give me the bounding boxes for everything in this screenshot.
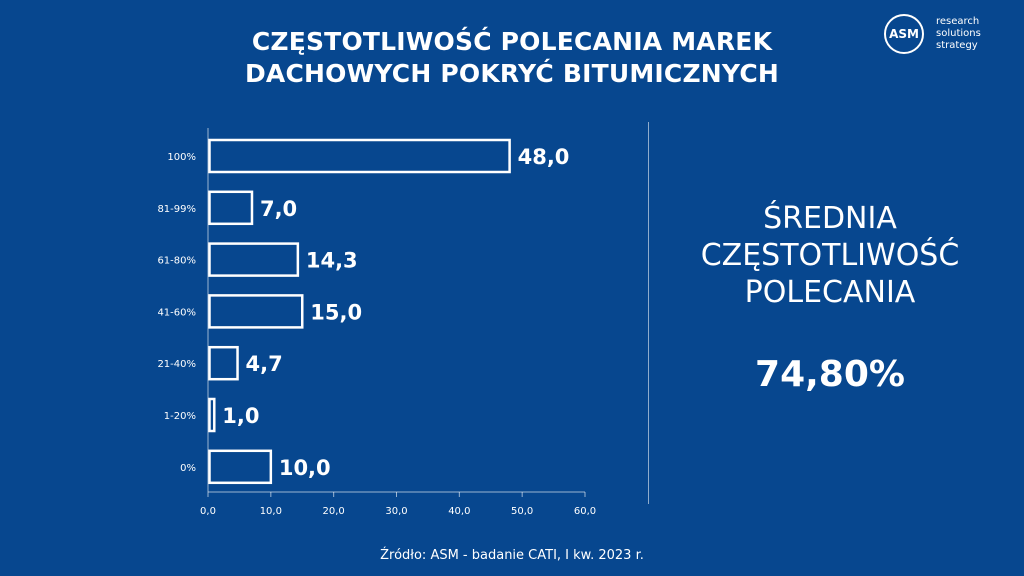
x-tick-label: 30,0 [385, 506, 407, 517]
category-label: 1-20% [164, 411, 196, 422]
logo-tagline-strategy: strategy [936, 40, 978, 51]
vertical-divider [648, 122, 649, 504]
bar [208, 397, 216, 433]
data-label: 10,0 [279, 456, 331, 480]
average-label: ŚREDNIA CZĘSTOTLIWOŚĆ POLECANIA [660, 200, 1000, 311]
source-note: Źródło: ASM - badanie CATI, I kw. 2023 r… [380, 548, 644, 563]
category-label: 100% [167, 152, 196, 163]
bar [208, 190, 254, 226]
data-label: 14,3 [306, 249, 358, 273]
category-label: 21-40% [157, 359, 196, 370]
x-tick-label: 50,0 [511, 506, 533, 517]
bar [208, 294, 304, 329]
category-label: 41-60% [157, 307, 196, 318]
data-label: 48,0 [518, 145, 570, 169]
data-label: 4,7 [246, 352, 283, 376]
average-value: 74,80% [755, 354, 905, 395]
category-label: 81-99% [157, 204, 196, 215]
chart-title-line-1: CZĘSTOTLIWOŚĆ POLECANIA MAREK [251, 27, 773, 56]
average-label-line-1: ŚREDNIA [763, 201, 897, 236]
bar [208, 345, 239, 381]
asm-logo: ASM research solutions strategy [884, 14, 1004, 58]
logo-tagline-solutions: solutions [936, 28, 981, 39]
data-label: 1,0 [222, 404, 259, 428]
average-label-line-3: POLECANIA [744, 275, 916, 310]
category-label: 61-80% [157, 256, 196, 267]
average-label-line-2: CZĘSTOTLIWOŚĆ [700, 238, 960, 273]
data-label: 15,0 [310, 300, 362, 324]
data-label: 7,0 [260, 197, 297, 221]
x-tick-label: 0,0 [200, 506, 216, 517]
chart-title: CZĘSTOTLIWOŚĆ POLECANIA MAREK DACHOWYCH … [0, 26, 1024, 90]
logo-tagline: research solutions strategy [936, 16, 981, 52]
category-label: 0% [180, 463, 196, 474]
bar [208, 242, 300, 277]
bar [208, 449, 273, 485]
x-tick-label: 10,0 [260, 506, 282, 517]
x-tick-label: 60,0 [574, 506, 596, 517]
logo-mark: ASM [884, 14, 924, 54]
chart-title-line-2: DACHOWYCH POKRYĆ BITUMICZNYCH [244, 59, 780, 88]
logo-tagline-research: research [936, 16, 980, 27]
x-tick-label: 20,0 [323, 506, 345, 517]
bar [208, 138, 511, 174]
x-tick-label: 40,0 [448, 506, 470, 517]
